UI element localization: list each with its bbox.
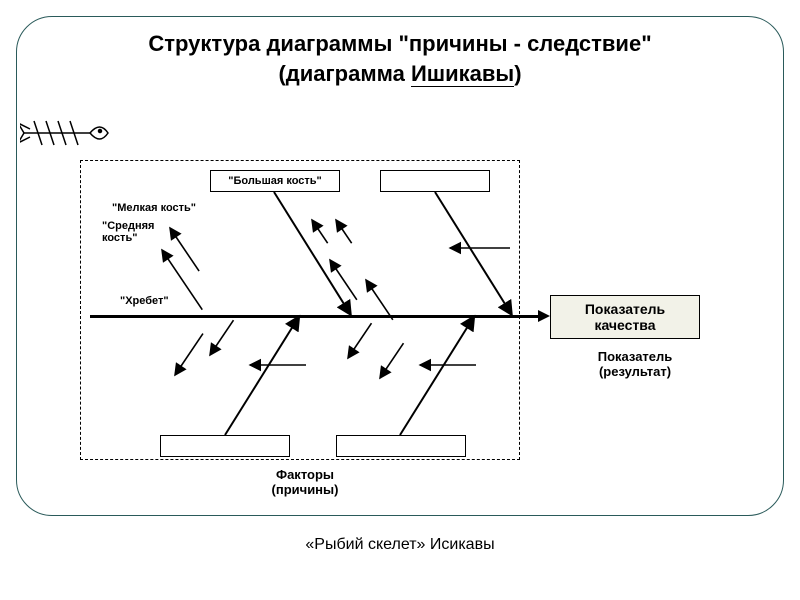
sa9: [210, 320, 233, 355]
title-line2-underlined: Ишикавы: [411, 61, 514, 87]
fishbone-diagram: Факторы(причины) Показатель(результат) П…: [80, 160, 720, 490]
fish-skeleton-icon: [20, 115, 110, 151]
title-line1: Структура диаграммы "причины - следствие…: [0, 30, 800, 58]
sa3: [312, 220, 328, 243]
title-line2-prefix: (диаграмма: [278, 61, 411, 86]
sa12: [380, 343, 403, 378]
sa4: [336, 220, 352, 243]
sa1: [170, 228, 199, 271]
sa2: [162, 250, 202, 310]
sa8: [175, 334, 203, 375]
ub2: [435, 192, 512, 315]
sa5: [330, 260, 357, 300]
title-line2-suffix: ): [514, 61, 521, 86]
lb1: [225, 316, 299, 435]
caption: «Рыбий скелет» Исикавы: [0, 536, 800, 554]
sa11: [348, 323, 371, 358]
title-line2: (диаграмма Ишикавы): [0, 60, 800, 88]
sa6: [366, 280, 393, 320]
ub1: [274, 192, 351, 315]
lb2: [400, 316, 474, 435]
